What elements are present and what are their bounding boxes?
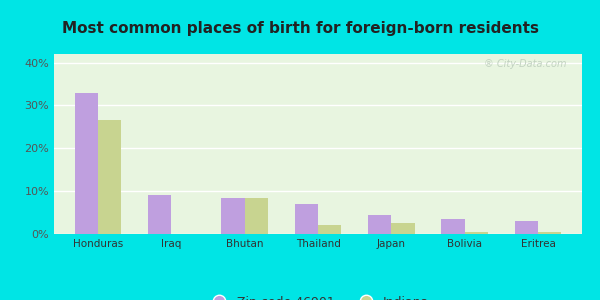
Bar: [318, 225, 341, 234]
Bar: [368, 215, 391, 234]
Bar: [98, 120, 121, 234]
Text: Most common places of birth for foreign-born residents: Most common places of birth for foreign-…: [62, 21, 539, 36]
Bar: [74, 93, 98, 234]
Bar: [515, 221, 538, 234]
Bar: [391, 223, 415, 234]
Bar: [538, 232, 562, 234]
Legend: Zip code 46901, Indiana: Zip code 46901, Indiana: [202, 291, 434, 300]
Text: ® City-Data.com: ® City-Data.com: [484, 59, 566, 69]
Bar: [221, 198, 245, 234]
Bar: [245, 198, 268, 234]
Bar: [441, 219, 464, 234]
Bar: [295, 204, 318, 234]
Bar: [464, 232, 488, 234]
Bar: [148, 195, 172, 234]
